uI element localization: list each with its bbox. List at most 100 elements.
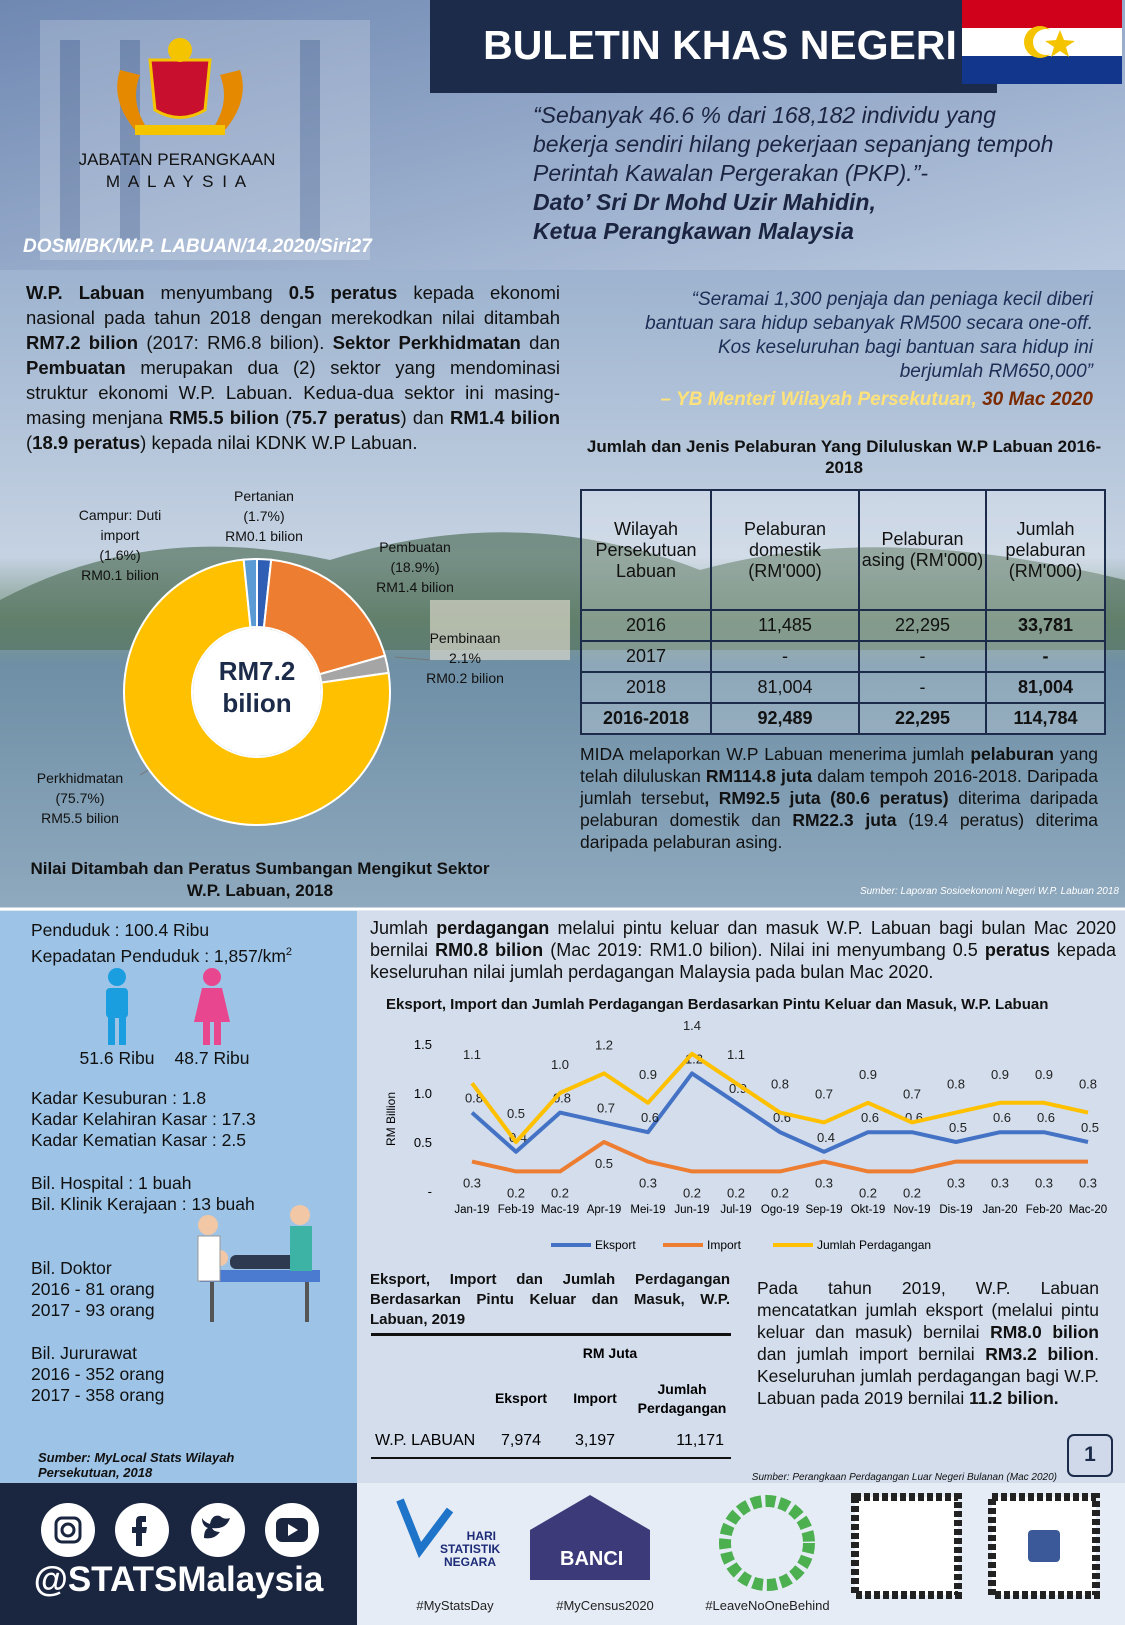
text: dan [520,332,560,353]
unit: RM Juta [582,1345,638,1361]
x-tick-label: Sep-19 [805,1204,842,1216]
source: Sumber: Perangkaan Perdagangan Luar Nege… [751,1472,1057,1483]
x-tick-label: Apr-19 [587,1204,622,1216]
data-label: 0.8 [771,1077,789,1092]
cell: - [710,640,860,673]
male-count: 51.6 Ribu [79,1048,155,1068]
bold-text: RM3.2 bilion [985,1344,1095,1364]
bold-text: 11.2 bilion. [969,1388,1059,1408]
x-tick-label: Mac-20 [1069,1204,1107,1216]
quote-role: Ketua Perangkawan Malaysia [533,218,854,244]
stat-line: Kadar Kematian Kasar : 2.5 [31,1130,246,1150]
category-label: Pertanian [234,488,294,504]
logo-text: HARI STATISTIK NEGARA [440,1530,501,1569]
female-count: 48.7 Ribu [174,1048,250,1068]
source: Sumber: MyLocal Stats Wilayah Persekutua… [38,1450,235,1480]
series-line [470,1071,1089,1154]
trade-table-title: Eksport, Import dan Jumlah Perdagangan B… [370,1271,730,1328]
logo-text: BANCI [560,1548,624,1570]
y-tick-label: 0.5 [414,1135,432,1150]
quote-line: “Seramai 1,300 penjaja dan peniaga kecil… [691,289,1093,310]
bold-text: RM7.2 bilion [26,332,139,353]
text: diterima daripada pelaburan domestik dan [580,788,1098,830]
x-tick-label: Jul-19 [720,1204,751,1216]
y-tick-label: - [428,1184,432,1199]
x-tick-label: Feb-19 [498,1204,534,1216]
data-label: 0.5 [595,1156,613,1171]
reference: DOSM/BK/W.P. LABUAN/14.2020/Siri27 [23,236,372,257]
cell: 3,197 [574,1432,616,1449]
cell: 92,489 [710,702,860,735]
data-label: 0.2 [507,1185,525,1200]
data-label: 0.5 [949,1120,967,1135]
cell: - [858,640,987,673]
data-label: 0.7 [597,1100,615,1115]
bold-text: RM0.8 bilion [435,940,544,960]
text: dalam tempoh 2016-2018. Daripada jumlah … [580,766,1098,808]
quote-line: bantuan sara hidup sebanyak RM500 secara… [645,313,1093,334]
legend-label: Eksport [595,1238,636,1252]
header-cell: Wilayah Persekutuan Labuan [580,489,712,611]
text: Jumlah [370,918,437,938]
bold-text: 75.7 peratus [291,407,401,428]
data-label: 0.4 [817,1130,835,1145]
bold-text: pelaburan [970,744,1054,764]
text: kepada keseluruhan nilai jumlah perdagan… [370,940,1116,982]
data-label: 0.8 [1079,1077,1097,1092]
header-cell: Jumlah pelaburan (RM'000) [985,489,1106,611]
category-label: Pembuatan [379,539,451,555]
stat-line: Bil. Jururawat [31,1343,138,1363]
female-icon [194,968,230,1045]
series-line [470,1051,1089,1144]
pie-slice [123,558,391,826]
col-header: Jumlah Perdagangan [637,1381,727,1416]
amount-label: RM0.1 bilion [225,528,303,544]
value-label: (1.7%) [243,508,285,524]
stat-line: Bil. Doktor [31,1258,112,1278]
bold-text: Sektor Perkhidmatan [332,332,521,353]
quote-date: 30 Mac 2020 [982,389,1093,410]
data-label: 0.3 [991,1176,1009,1191]
x-tick-label: Feb-20 [1026,1204,1062,1216]
stat-line: 2017 - 93 orang [31,1300,155,1320]
logo-text: STATISTIK [440,1542,501,1556]
data-label: 0.6 [861,1110,879,1125]
cell: 22,295 [858,609,987,642]
bold-text: perdagangan [436,918,550,938]
text: melalui pintu keluar dan masuk W.P. Labu… [370,918,1116,960]
text: ( [279,407,292,428]
right-panel [357,911,1125,1483]
crest [117,38,243,135]
data-label: 0.9 [859,1067,877,1082]
line-chart-title: Eksport, Import dan Jumlah Perdagangan B… [386,996,1049,1013]
pie-label: Campur: Duti import (1.6%) RM0.1 bilion [70,505,170,585]
value-label: (75.7%) [55,790,105,806]
investment-table: Wilayah Persekutuan Labuan Pelaburan dome… [580,489,1106,735]
data-label: 0.2 [859,1185,877,1200]
text: Pada tahun 2019, W.P. Labuan mencatatkan… [757,1278,1099,1342]
stat-line: 2016 - 352 orang [31,1364,165,1384]
density-sup: 2 [285,946,293,958]
stat-line: 2016 - 81 orang [31,1279,155,1299]
bold-text: RM8.0 bilion [990,1322,1099,1342]
logo-text: NEGARA [443,1555,496,1569]
stat-line: Kadar Kelahiran Kasar : 17.3 [31,1109,256,1129]
cell: - [858,671,987,704]
cell: 2016-2018 [580,702,712,735]
data-label: 0.7 [815,1086,833,1101]
data-label: 0.9 [729,1081,747,1096]
amount-label: RM0.2 bilion [426,670,504,686]
data-label: 0.3 [463,1176,481,1191]
y-tick-label: 1.5 [414,1037,432,1052]
title: BULETIN KHAS NEGERI [483,22,957,68]
y-tick-label: 1.0 [414,1086,432,1101]
text: yang telah diluluskan [580,744,1098,786]
rule [371,1457,731,1459]
org-country: M A L A Y S I A [105,172,249,191]
text: (2017: RM6.8 bilion). [138,332,333,353]
data-label: 0.2 [903,1185,921,1200]
text: merupakan dua (2) sektor yang mendominas… [26,357,560,428]
investment-title: Jumlah dan Jenis Pelaburan Yang Dilulusk… [586,437,1102,477]
cell: 81,004 [710,671,860,704]
text: kepada ekonomi nasional pada tahun 2018 … [26,282,560,328]
